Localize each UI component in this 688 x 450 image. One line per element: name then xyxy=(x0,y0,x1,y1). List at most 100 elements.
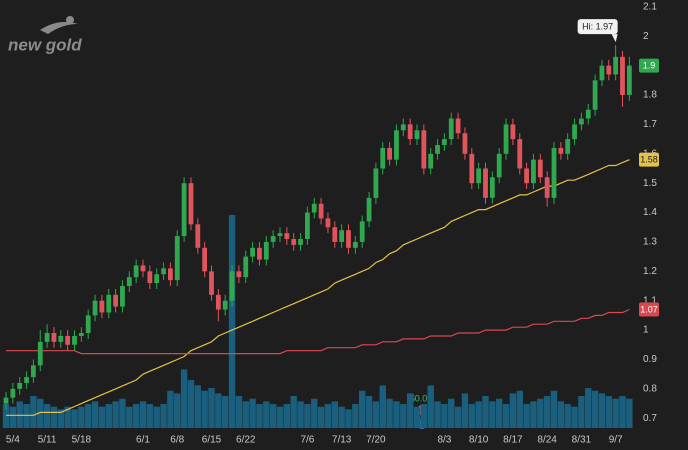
y-tick-label: 1.2 xyxy=(643,266,657,277)
candle-body xyxy=(428,153,434,169)
candle-body xyxy=(188,183,194,225)
candle-body xyxy=(565,139,571,154)
candle-body xyxy=(400,124,406,131)
x-tick-label: 5/11 xyxy=(38,435,57,446)
x-tick-label: 8/3 xyxy=(437,435,451,446)
candle-body xyxy=(243,256,249,278)
candle-body xyxy=(318,203,324,219)
volume-bar xyxy=(365,396,373,428)
candle-body xyxy=(10,388,16,398)
volume-bar xyxy=(160,404,167,428)
volume-bar xyxy=(304,404,311,428)
volume-bar xyxy=(153,406,160,428)
candle-body xyxy=(339,230,345,242)
volume-bar xyxy=(290,396,297,428)
candle-body xyxy=(489,177,495,198)
candle-body xyxy=(476,168,482,184)
candle-body xyxy=(448,118,454,140)
candle-body xyxy=(298,239,303,245)
candle-body xyxy=(558,147,564,154)
volume-bar xyxy=(235,396,243,428)
volume-bar xyxy=(317,406,325,428)
volume-bar xyxy=(30,396,37,428)
y-tick-label: 1.8 xyxy=(643,90,657,101)
x-tick-label: 8/24 xyxy=(537,435,557,446)
volume-bar xyxy=(9,406,17,428)
price-tag-label: 1.07 xyxy=(640,304,658,314)
volume-bar xyxy=(509,393,517,428)
y-tick-label: 2 xyxy=(643,31,649,42)
candle-body xyxy=(620,56,625,96)
x-tick-label: 7/20 xyxy=(366,435,386,446)
volume-bar xyxy=(619,396,626,428)
x-tick-label: 9/7 xyxy=(609,435,623,446)
y-tick-label: 0.7 xyxy=(643,413,657,424)
volume-bar xyxy=(564,404,571,428)
candle-body xyxy=(469,153,475,184)
candle-body xyxy=(414,130,420,140)
candle-body xyxy=(442,139,447,145)
volume-bar xyxy=(605,396,612,428)
volume-bar xyxy=(461,393,469,428)
volume-bar xyxy=(571,406,578,428)
candle-body xyxy=(133,265,139,278)
candle-body xyxy=(435,144,440,154)
volume-bar xyxy=(91,401,99,428)
candle-body xyxy=(263,241,269,260)
candle-body xyxy=(168,268,173,281)
volume-bar xyxy=(23,404,30,428)
candle-body xyxy=(352,241,358,248)
volume-bar xyxy=(263,401,270,428)
moving-average-line xyxy=(6,159,630,416)
candle-body xyxy=(106,294,112,313)
candle-body xyxy=(229,271,235,301)
volume-bar xyxy=(379,385,386,428)
volume-bar xyxy=(475,401,482,428)
volume-bar xyxy=(194,385,201,428)
volume-bar xyxy=(64,406,71,428)
candle-body xyxy=(181,183,187,237)
candle-body xyxy=(120,286,125,307)
volume-bar xyxy=(482,396,489,428)
volume-bar xyxy=(201,390,208,428)
candle-body xyxy=(126,277,132,287)
candle-body xyxy=(161,268,166,275)
candle-body xyxy=(174,236,180,281)
y-tick-label: 1.5 xyxy=(643,178,657,189)
x-tick-label: 8/31 xyxy=(572,435,592,446)
candle-body xyxy=(325,218,331,228)
volume-bar xyxy=(228,215,236,428)
candle-body xyxy=(17,382,23,389)
candle-body xyxy=(517,139,523,169)
annotation-pointer xyxy=(611,34,618,43)
volume-bar xyxy=(132,404,140,428)
candle-body xyxy=(65,335,71,345)
volume-bar xyxy=(283,404,291,428)
volume-bar xyxy=(359,390,366,428)
volume-bar xyxy=(112,401,119,428)
candle-body xyxy=(496,153,502,178)
volume-bar xyxy=(427,385,434,428)
volume-bar xyxy=(386,398,393,428)
volume-bar xyxy=(550,390,558,428)
price-tag-label: 1.58 xyxy=(640,155,658,165)
candle-body xyxy=(44,333,50,342)
candle-body xyxy=(195,224,201,248)
volume-bar xyxy=(16,401,23,428)
volume-bar xyxy=(215,393,222,428)
volume-bar xyxy=(85,404,92,428)
candle-body xyxy=(51,333,57,342)
candle-body xyxy=(551,147,557,198)
volume-bar xyxy=(180,369,188,428)
volume-bar xyxy=(338,406,345,428)
volume-bar xyxy=(530,401,537,428)
volume-bar xyxy=(598,393,606,428)
candle-body xyxy=(92,300,98,316)
moving-average-line xyxy=(6,308,630,355)
x-tick-label: 5/18 xyxy=(72,435,92,446)
candle-body xyxy=(592,80,598,110)
candle-body xyxy=(31,365,36,378)
volume-bar xyxy=(434,401,441,428)
candle-body xyxy=(503,124,509,154)
